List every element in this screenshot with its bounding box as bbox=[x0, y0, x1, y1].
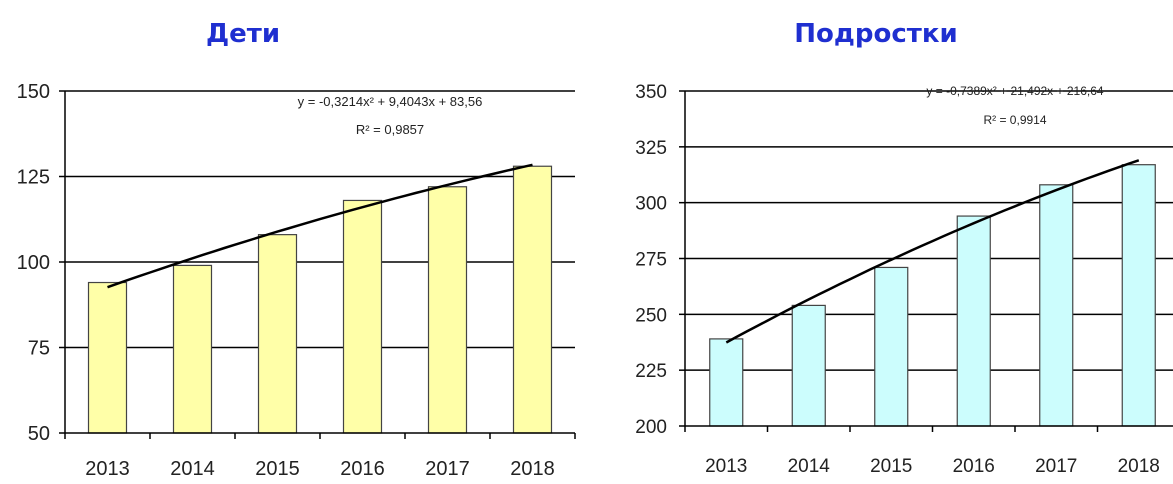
x-tick-label: 2013 bbox=[705, 456, 747, 477]
x-tick-labels: 2013 2014 2015 2016 2017 2018 bbox=[85, 458, 555, 480]
x-tick-labels: 2013 2014 2015 2016 2017 2018 bbox=[705, 456, 1160, 477]
y-tick-label: 50 bbox=[28, 423, 50, 445]
trendline bbox=[725, 159, 1140, 344]
bar bbox=[791, 304, 826, 427]
bar bbox=[172, 264, 213, 434]
x-tick-label: 2014 bbox=[170, 458, 215, 480]
trend-r-squared: R² = 0,9914 bbox=[983, 113, 1046, 127]
y-tick-label: 75 bbox=[28, 338, 50, 360]
chart-teenagers: Подростки 350 325 300 275 250 225 200 2013 2014… bbox=[635, 19, 1173, 477]
x-tick-label: 2015 bbox=[870, 456, 912, 477]
x-tick-label: 2017 bbox=[425, 458, 470, 480]
x-tick-label: 2016 bbox=[953, 456, 995, 477]
axes bbox=[64, 91, 576, 439]
y-tick-label: 275 bbox=[635, 250, 667, 271]
x-tick-label: 2015 bbox=[255, 458, 300, 480]
y-tick-label: 225 bbox=[635, 361, 667, 382]
bar bbox=[87, 281, 128, 434]
x-tick-label: 2016 bbox=[340, 458, 385, 480]
x-tick-label: 2018 bbox=[1118, 456, 1160, 477]
y-tick-label: 325 bbox=[635, 138, 667, 159]
trendline bbox=[107, 163, 533, 289]
trend-line bbox=[107, 163, 533, 289]
y-tick-label: 350 bbox=[635, 82, 667, 103]
bar bbox=[1039, 184, 1074, 427]
x-tick-label: 2013 bbox=[85, 458, 130, 480]
bar bbox=[342, 199, 383, 434]
chart-title: Дети bbox=[206, 19, 280, 49]
trend-equation: y = -0,3214x² + 9,4043x + 83,56 bbox=[298, 94, 483, 109]
y-tick-labels: 350 325 300 275 250 225 200 bbox=[635, 82, 667, 438]
bar bbox=[874, 266, 909, 427]
gridlines bbox=[679, 90, 1173, 427]
x-tick-label: 2017 bbox=[1035, 456, 1077, 477]
bar bbox=[512, 165, 553, 434]
trend-r-squared: R² = 0,9857 bbox=[356, 122, 424, 137]
y-tick-label: 250 bbox=[635, 305, 667, 326]
bars bbox=[709, 164, 1156, 427]
trend-equation: y = -0,7389x² + 21,492x + 216,64 bbox=[926, 84, 1103, 98]
y-tick-labels: 150 125 100 75 50 bbox=[17, 81, 50, 445]
trend-line bbox=[725, 159, 1140, 344]
bar bbox=[257, 234, 298, 434]
y-tick-label: 125 bbox=[17, 167, 50, 189]
x-tick-label: 2014 bbox=[788, 456, 831, 477]
bar bbox=[1121, 164, 1156, 427]
axes bbox=[684, 91, 1173, 432]
chart-title: Подростки bbox=[794, 19, 957, 49]
x-tick-label: 2018 bbox=[510, 458, 555, 480]
y-tick-label: 100 bbox=[17, 252, 50, 274]
bar bbox=[709, 338, 744, 427]
bars bbox=[87, 165, 553, 434]
y-tick-label: 300 bbox=[635, 194, 667, 215]
bar bbox=[956, 215, 991, 427]
y-tick-label: 150 bbox=[17, 81, 50, 103]
y-tick-label: 200 bbox=[635, 417, 667, 438]
bar bbox=[427, 186, 468, 434]
gridlines bbox=[59, 90, 575, 434]
